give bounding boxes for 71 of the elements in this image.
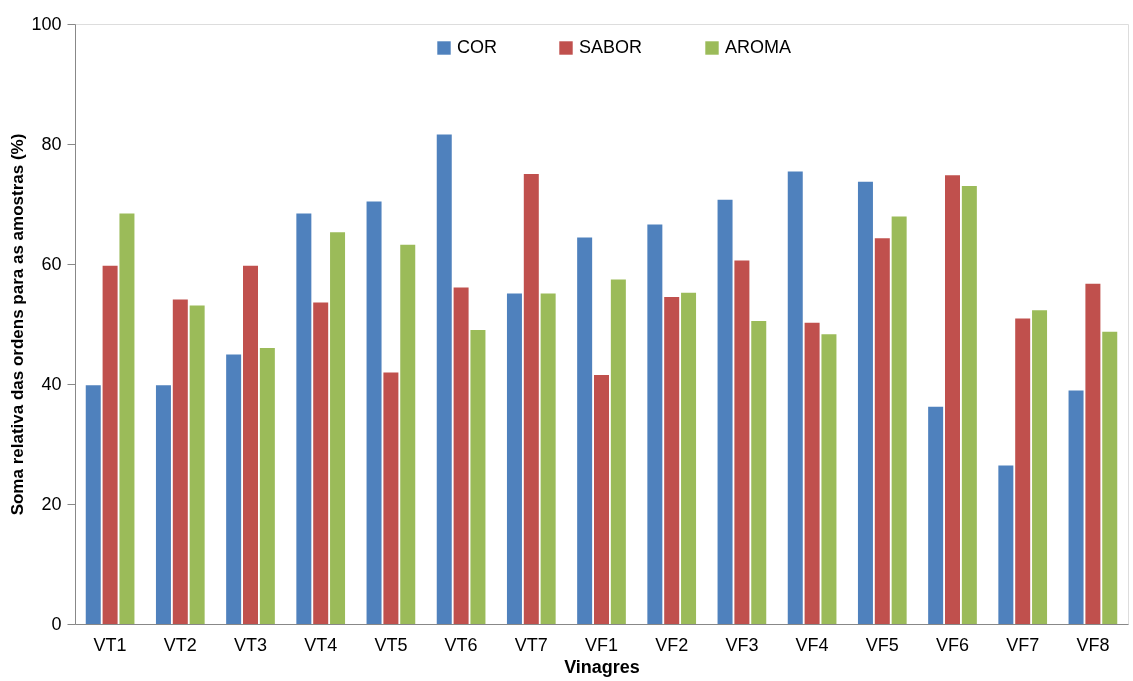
bar — [172, 299, 188, 624]
x-axis-title: Vinagres — [564, 656, 640, 677]
bar — [259, 348, 275, 624]
bar — [189, 305, 205, 624]
bar — [751, 321, 767, 624]
bar — [1032, 310, 1048, 624]
bar — [1068, 390, 1084, 624]
bar — [470, 330, 486, 624]
bar — [874, 238, 890, 624]
bar — [945, 175, 960, 624]
bar — [857, 181, 873, 624]
y-tick-label: 80 — [41, 133, 62, 154]
x-tick-label: VT1 — [93, 634, 127, 655]
legend-label: SABOR — [579, 37, 643, 57]
x-tick-label: VF5 — [865, 634, 899, 655]
x-tick-label: VT6 — [444, 634, 478, 655]
bar — [383, 372, 399, 624]
y-axis-title: Soma relativa das ordens para as amostras (%) — [8, 133, 28, 516]
x-tick-label: VT2 — [163, 634, 197, 655]
x-tick-label: VT3 — [233, 634, 268, 655]
bar — [610, 279, 626, 624]
bar — [717, 199, 733, 624]
bar — [296, 213, 312, 624]
y-tick-label: 20 — [41, 493, 62, 514]
bar — [506, 293, 522, 624]
bar — [453, 287, 469, 624]
x-tick-label: VF1 — [584, 634, 619, 655]
bar — [226, 354, 242, 624]
bar — [85, 385, 101, 624]
y-tick-label: 100 — [31, 13, 62, 34]
bar — [891, 216, 907, 624]
bar — [961, 186, 977, 624]
bar — [1102, 331, 1118, 624]
bar — [647, 224, 663, 624]
bar — [102, 265, 118, 624]
legend-label: AROMA — [725, 37, 792, 57]
bar — [436, 134, 452, 624]
x-tick-label: VF7 — [1006, 634, 1040, 655]
bar — [1085, 283, 1101, 624]
bar — [681, 292, 697, 624]
bar — [400, 244, 416, 624]
bar — [577, 237, 593, 624]
bar — [734, 260, 750, 624]
y-tick-label: 60 — [41, 253, 62, 274]
bar — [366, 201, 382, 624]
bar — [821, 334, 837, 624]
bar — [998, 465, 1014, 624]
legend-label: COR — [457, 37, 497, 57]
bar — [119, 213, 135, 624]
bar — [804, 322, 820, 624]
bar — [243, 265, 258, 624]
bar — [664, 297, 680, 624]
bar — [155, 385, 171, 624]
x-tick-label: VT7 — [514, 634, 548, 655]
y-tick-label: 0 — [51, 613, 62, 634]
bar — [523, 174, 539, 624]
x-tick-label: VF6 — [935, 634, 970, 655]
bar — [540, 293, 556, 624]
x-tick-label: VF3 — [725, 634, 759, 655]
bar — [313, 302, 329, 624]
bar — [330, 232, 346, 624]
bar — [928, 406, 944, 624]
x-tick-label: VF2 — [655, 634, 689, 655]
bar — [787, 171, 803, 624]
y-tick-label: 40 — [41, 373, 62, 394]
bar — [594, 375, 609, 624]
x-tick-label: VF8 — [1076, 634, 1110, 655]
x-tick-label: VF4 — [795, 634, 829, 655]
x-tick-label: VT5 — [374, 634, 408, 655]
x-tick-label: VT4 — [304, 634, 338, 655]
bar — [1015, 318, 1031, 624]
